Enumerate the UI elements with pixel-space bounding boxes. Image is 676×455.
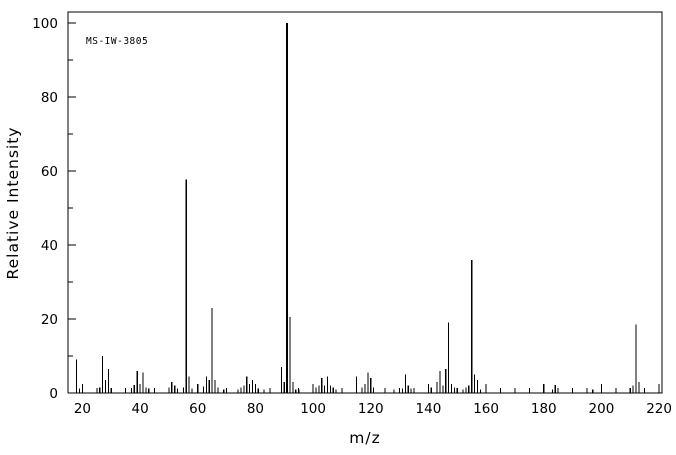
x-tick-label: 80 [247, 401, 264, 417]
spectrum-id-annotation: MS-IW-3805 [86, 36, 148, 47]
spectrum-peaks [76, 23, 640, 393]
x-tick-label: 20 [74, 401, 91, 417]
x-tick-label: 100 [300, 401, 326, 417]
y-axis-title: Relative Intensity [4, 127, 22, 280]
x-axis-ticks [67, 384, 660, 393]
x-tick-label: 140 [416, 401, 442, 417]
x-tick-label: 200 [589, 401, 615, 417]
plot-frame [67, 11, 663, 394]
x-tick-label: 120 [358, 401, 384, 417]
x-tick-label: 40 [131, 401, 148, 417]
y-tick-label: 80 [41, 90, 58, 106]
y-tick-label: 60 [41, 164, 58, 180]
y-tick-label: 0 [49, 386, 58, 402]
axes-box [67, 11, 663, 394]
x-tick-label: 220 [646, 401, 672, 417]
x-axis-title: m/z [349, 429, 380, 447]
x-tick-label: 180 [531, 401, 557, 417]
y-axis-tick-labels: 0 20 40 60 80 100 [32, 16, 58, 402]
y-tick-label: 20 [41, 312, 58, 328]
x-tick-label: 60 [189, 401, 206, 417]
y-axis-ticks [68, 22, 76, 394]
y-tick-label: 100 [32, 16, 58, 32]
x-axis-tick-labels: 20 40 60 80 100 120 140 160 180 200 220 [74, 401, 672, 417]
x-tick-label: 160 [473, 401, 499, 417]
y-tick-label: 40 [41, 238, 58, 254]
